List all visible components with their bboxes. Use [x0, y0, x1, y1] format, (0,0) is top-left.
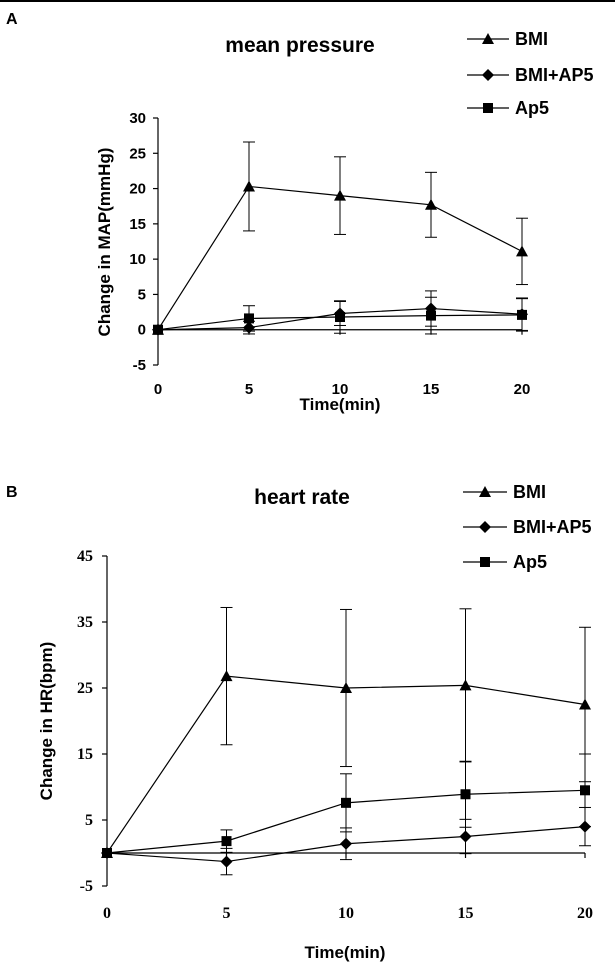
chart-title: heart rate	[254, 486, 350, 509]
x-tick-label: 0	[154, 381, 162, 398]
x-tick-label: 15	[458, 905, 474, 922]
data-point	[220, 855, 233, 868]
legend-marker	[483, 103, 493, 113]
top-rule	[0, 0, 615, 2]
x-axis-label: Time(min)	[300, 395, 381, 414]
panel-letter: A	[6, 11, 18, 28]
legend-label: Ap5	[513, 552, 547, 572]
y-tick-label: 20	[129, 181, 146, 198]
legend-label: BMI	[515, 29, 548, 49]
y-tick-label: 0	[138, 322, 146, 339]
y-tick-label: -5	[133, 357, 146, 374]
legend-label: BMI+AP5	[513, 517, 592, 537]
data-point	[340, 682, 352, 693]
data-point	[517, 309, 527, 320]
y-tick-label: 25	[129, 145, 146, 162]
data-point	[340, 837, 352, 850]
y-tick-label: 5	[85, 812, 93, 829]
data-point	[102, 848, 112, 858]
y-tick-label: 15	[129, 216, 146, 233]
data-point	[244, 313, 254, 324]
data-point	[516, 245, 528, 257]
legend-item: BMI	[467, 29, 548, 49]
legend-label: BMI+AP5	[515, 65, 594, 85]
y-tick-label: 30	[129, 110, 146, 127]
data-point	[243, 180, 255, 192]
x-tick-label: 15	[423, 381, 440, 398]
legend-marker	[479, 521, 491, 533]
y-axis-label: Change in MAP(mmHg)	[95, 148, 114, 337]
legend-marker	[482, 33, 494, 44]
x-tick-label: 20	[514, 381, 531, 398]
data-point	[335, 312, 345, 323]
series-ap5	[102, 753, 591, 858]
legend-marker	[480, 557, 490, 567]
legend-item: BMI+AP5	[467, 65, 594, 85]
data-point	[221, 836, 232, 847]
legend-label: BMI	[513, 482, 546, 502]
y-tick-label: 45	[77, 548, 93, 565]
y-tick-label: -5	[80, 878, 93, 895]
data-point	[425, 198, 437, 210]
y-tick-label: 10	[129, 251, 146, 268]
y-axis-label: Change in HR(bpm)	[37, 642, 56, 801]
legend-item: Ap5	[467, 98, 549, 118]
legend-marker	[482, 69, 494, 81]
chart-title: mean pressure	[225, 34, 374, 57]
y-tick-label: 35	[77, 614, 93, 631]
y-tick-label: 25	[77, 680, 93, 697]
x-tick-label: 5	[223, 905, 231, 922]
legend-label: Ap5	[515, 98, 549, 118]
data-point	[460, 789, 471, 800]
data-point	[459, 679, 472, 691]
y-tick-label: 15	[77, 746, 93, 763]
x-tick-label: 0	[103, 905, 111, 922]
data-point	[153, 324, 163, 335]
series-bmi	[101, 606, 591, 858]
data-point	[580, 785, 590, 796]
x-tick-label: 10	[338, 905, 354, 922]
y-tick-label: 5	[138, 286, 146, 303]
legend-item: BMI+AP5	[463, 517, 592, 537]
x-tick-label: 10	[332, 381, 349, 398]
data-point	[220, 670, 233, 682]
data-point	[459, 830, 472, 843]
data-point	[579, 698, 591, 710]
panel-letter: B	[6, 484, 18, 501]
legend-item: Ap5	[463, 552, 547, 572]
x-tick-label: 5	[245, 381, 253, 398]
x-tick-label: 20	[577, 905, 593, 922]
series-ap5	[153, 296, 528, 335]
legend-marker	[479, 486, 491, 497]
data-point	[341, 797, 351, 808]
data-point	[334, 189, 346, 201]
legend-item: BMI	[463, 482, 546, 502]
x-axis-label: Time(min)	[305, 943, 386, 962]
data-point	[426, 310, 436, 321]
